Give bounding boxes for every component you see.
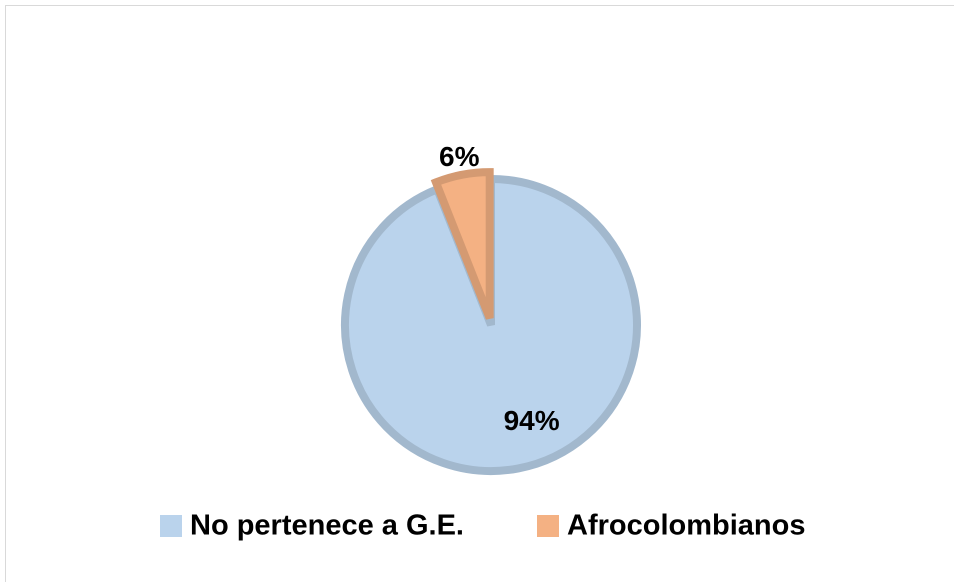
legend-swatch bbox=[160, 515, 182, 537]
data-label: 94% bbox=[504, 405, 560, 436]
legend-swatch bbox=[537, 515, 559, 537]
legend-label: Afrocolombianos bbox=[567, 510, 805, 542]
pie-slice bbox=[430, 168, 494, 320]
data-label: 6% bbox=[439, 141, 480, 172]
pie-slice bbox=[341, 174, 641, 475]
legend-label: No pertenece a G.E. bbox=[190, 510, 464, 542]
